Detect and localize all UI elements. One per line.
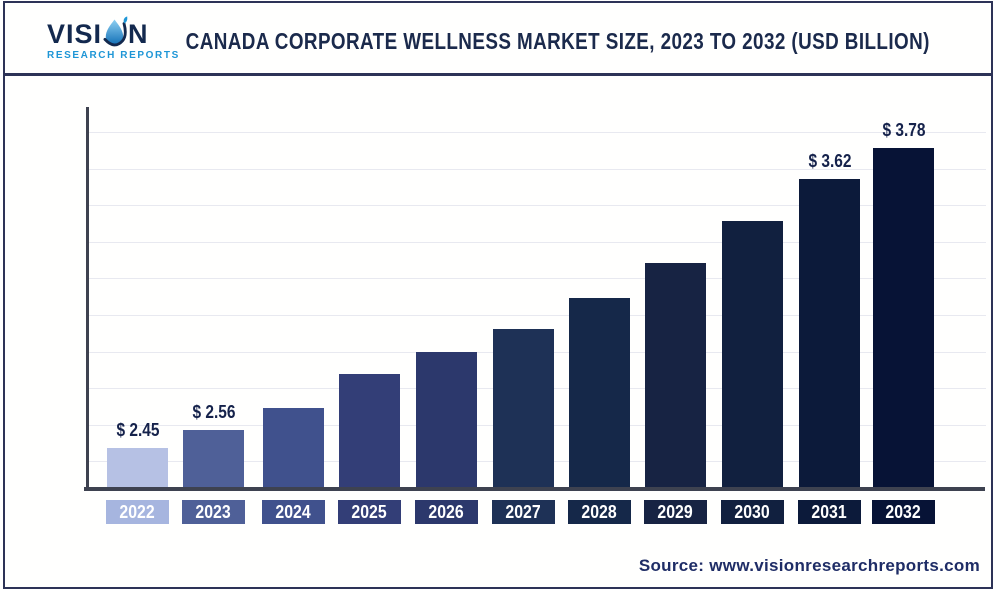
x-axis-tick-2023: 2023 — [182, 500, 245, 524]
x-axis-tick-label: 2025 — [351, 502, 388, 522]
bar-2025 — [339, 374, 400, 487]
x-axis-tick-2028: 2028 — [568, 500, 631, 524]
gridline — [88, 205, 986, 206]
source-text: Source: www.visionresearchreports.com — [638, 556, 980, 575]
x-axis-tick-label: 2024 — [275, 502, 312, 522]
x-axis-tick-label: 2029 — [657, 502, 694, 522]
x-axis-tick-2025: 2025 — [338, 500, 401, 524]
x-axis-tick-label: 2022 — [119, 502, 156, 522]
x-axis-tick-2022: 2022 — [106, 500, 169, 524]
bar-2027 — [493, 329, 554, 487]
title-container: CANADA CORPORATE WELLNESS MARKET SIZE, 2… — [135, 6, 981, 76]
gridline — [88, 132, 986, 133]
gridline — [88, 169, 986, 170]
bar-value-label-2023: $ 2.56 — [191, 402, 236, 422]
x-axis-tick-label: 2028 — [581, 502, 618, 522]
brand-logo-word: VISI N — [47, 16, 207, 49]
page-title: CANADA CORPORATE WELLNESS MARKET SIZE, 2… — [185, 27, 931, 54]
x-axis-tick-label: 2027 — [505, 502, 542, 522]
bar-2029 — [645, 263, 706, 487]
bar-2023 — [183, 430, 244, 487]
logo-text-post: N — [128, 19, 149, 49]
header: VISI N RESEARCH REPORTS CANADA COR — [5, 3, 991, 76]
bar-value-label-2032: $ 3.78 — [881, 120, 926, 140]
x-axis-tick-label: 2030 — [734, 502, 771, 522]
gridline — [88, 242, 986, 243]
bar-2031 — [799, 179, 860, 487]
x-axis-tick-2031: 2031 — [798, 500, 861, 524]
bar-2026 — [416, 352, 477, 487]
gridline — [88, 315, 986, 316]
x-axis-tick-2032: 2032 — [872, 500, 935, 524]
x-axis-tick-label: 2023 — [195, 502, 232, 522]
water-drop-icon — [103, 16, 128, 47]
brand-logo: VISI N RESEARCH REPORTS — [47, 16, 207, 61]
x-axis-tick-label: 2032 — [885, 502, 922, 522]
x-axis-tick-2026: 2026 — [415, 500, 478, 524]
bar-2028 — [569, 298, 630, 487]
bar-2024 — [263, 408, 324, 487]
logo-subtitle: RESEARCH REPORTS — [47, 50, 180, 61]
gridline — [88, 278, 986, 279]
y-axis-line — [86, 107, 89, 491]
x-axis-tick-2030: 2030 — [721, 500, 784, 524]
bar-value-label-2022: $ 2.45 — [115, 420, 160, 440]
logo-text-pre: VISI — [47, 19, 103, 49]
x-axis-tick-2024: 2024 — [262, 500, 325, 524]
bar-2022 — [107, 448, 168, 487]
bar-value-label-2031: $ 3.62 — [807, 151, 852, 171]
bar-2030 — [722, 221, 783, 487]
x-axis-tick-2027: 2027 — [492, 500, 555, 524]
x-axis-line — [84, 487, 985, 491]
bar-2032 — [873, 148, 934, 487]
x-axis-tick-label: 2031 — [811, 502, 848, 522]
x-axis-tick-label: 2026 — [428, 502, 465, 522]
x-axis-tick-2029: 2029 — [644, 500, 707, 524]
